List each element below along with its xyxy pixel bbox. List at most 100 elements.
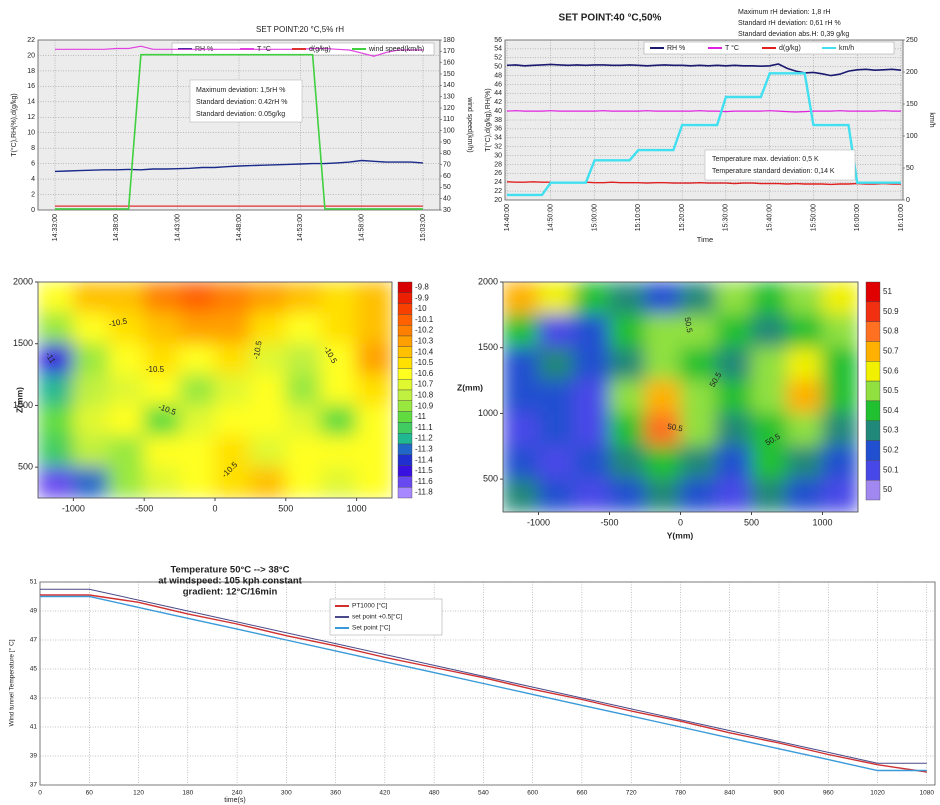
heat-cell [573,347,610,382]
x-tick-label: 1000 [812,517,832,527]
y2-tick-label: 150 [443,71,455,78]
legend-label: set point +0.5[°C] [352,613,402,621]
heat-cell [249,435,287,468]
y-tick-label: 32 [494,144,502,151]
y-tick-label: 20 [27,52,35,59]
heat-cell [715,478,752,512]
heat-cell [320,282,358,314]
colorbar-swatch [397,411,413,423]
x-tick-label: 240 [232,790,243,797]
heat-cell [249,404,287,437]
heat-cell [38,435,74,468]
legend-label: T °C [257,45,271,53]
heat-cell [72,282,110,314]
colorbar-swatch [397,389,413,402]
heat-cell [751,347,788,382]
heat-cell [285,343,322,376]
y-tick-label: 50 [494,64,502,71]
heat-cell [143,404,181,437]
colorbar-label: 50 [883,485,892,494]
heat-cell [538,282,575,316]
colorbar-label: -11.4 [415,455,433,464]
x-tick-label: 15:00:00 [591,204,598,231]
colorbar-swatch [865,420,881,441]
y-tick-label: 500 [483,474,498,484]
heat-cell [538,380,575,414]
contour-label: 50.5 [667,422,684,434]
y-tick-label: 500 [18,462,33,472]
heat-cell [38,466,74,498]
heat-cell [644,347,681,382]
heat-cell [179,312,216,345]
y2-tick-label: 160 [443,60,455,67]
y2-tick-label: 110 [443,116,454,123]
heat-cell [179,466,216,498]
y2-tick-label: 250 [906,37,918,44]
y-tick-label: 47 [30,637,38,644]
colorbar-swatch [397,368,413,380]
colorbar-swatch [397,454,413,466]
heat-cell [751,314,788,349]
x-tick-label: -500 [135,503,153,513]
x-tick-label: 900 [774,790,785,797]
y2-axis-title: km/h [928,112,935,127]
colorbar-label: -11.6 [415,477,433,486]
heat-cell [320,343,358,376]
series-line [40,588,927,764]
heat-cell [822,445,858,480]
y-tick-label: 22 [494,188,502,195]
heat-cell [715,445,752,480]
heat-cell [751,380,788,414]
colorbar-label: 50.2 [883,446,899,455]
legend-label: T °C [725,44,739,52]
heat-cell [822,347,858,382]
heat-cell [503,445,539,480]
heat-cell [356,466,392,498]
heat-cell [108,343,145,376]
heat-cell [715,380,752,414]
heat-cell [356,435,392,468]
colorbar-label: 51 [883,287,892,296]
heat-cell [108,435,145,468]
heat-cell [285,312,322,345]
x-tick-label: 14:38:00 [113,214,120,241]
y2-tick-label: 60 [443,173,451,180]
heat-cell [285,435,322,468]
y-tick-label: 30 [494,152,502,159]
y-tick-label: 18 [27,68,35,75]
heat-cell [538,478,575,512]
heat-cell [214,404,251,437]
heat-cell [38,312,74,345]
heat-cell [644,282,681,316]
heat-cell [108,374,145,406]
x-tick-label: 960 [823,790,834,797]
heat-cell [320,435,358,468]
y2-tick-label: 100 [443,128,455,135]
legend-label: RH % [667,45,685,52]
chart-title: gradient: 12°C/16min [183,587,278,598]
y-axis-title: T(°C),d(g/kg),RH(%) [484,88,492,151]
x-tick-label: 16:00:00 [854,204,861,231]
y2-tick-label: 170 [443,48,455,55]
x-tick-label: 180 [182,790,193,797]
heat-cell [179,435,216,468]
x-tick-label: 15:30:00 [723,204,730,231]
colorbar-label: 50.5 [883,386,899,395]
heat-cell [573,380,610,414]
colorbar-swatch [397,433,413,445]
x-axis-title: Time [697,235,713,244]
heat-cell [644,412,681,447]
x-tick-label: 1020 [870,790,885,797]
heatmap [503,282,858,512]
heat-cell [786,412,823,447]
colorbar-label: -10.5 [415,358,434,367]
legend-label: d(g/kg) [309,46,331,53]
y2-tick-label: 90 [443,139,451,146]
contour-label: -10.5 [146,365,165,374]
heat-cell [285,374,322,406]
x-tick-label: 60 [86,790,94,797]
y-axis-title: T(°C),RH(%),d(g/kg) [10,93,18,156]
heat-cell [680,314,717,349]
colorbar-label: 50.1 [883,465,899,474]
heat-cell [285,282,322,314]
